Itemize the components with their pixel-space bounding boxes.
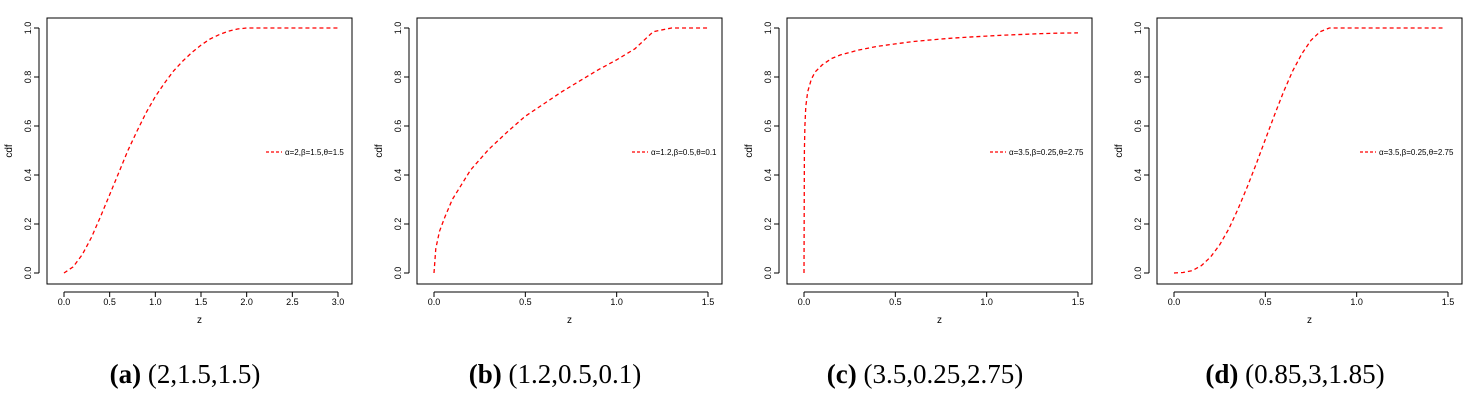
y-tick-label: 0.6: [763, 120, 773, 133]
y-tick-label: 0.2: [1133, 218, 1143, 231]
y-tick-label: 0.2: [763, 218, 773, 231]
y-tick-label: 0.8: [763, 71, 773, 84]
plot-frame: [786, 17, 1093, 285]
x-tick-label: 1.0: [610, 297, 623, 307]
x-tick-label: 1.5: [702, 297, 715, 307]
chart-caption: (a) (2,1.5,1.5): [0, 359, 370, 390]
x-axis-title: z: [567, 315, 572, 326]
x-tick-label: 1.0: [1350, 297, 1363, 307]
y-tick-label: 0.4: [763, 169, 773, 182]
legend-label: α=2,β=1.5,θ=1.5: [285, 148, 344, 157]
y-tick-label: 0.0: [763, 267, 773, 280]
chart-panel-c: 0.0 0.5 1.0 1.5 0.0 0.2 0.4 0.6 0.8 1.0 z cdf α=3.5,…: [740, 0, 1110, 407]
x-tick-label: 3.0: [332, 297, 345, 307]
chart-a-svg: 0.0 0.5 1.0 1.5 2.0 2.5 3.0 0.0 0.2 0.4 0.6 0.8 1.0 z…: [4, 17, 353, 326]
legend-label: α=3.5,β=0.25,θ=2.75: [1009, 148, 1084, 157]
plot-frame: [1156, 17, 1463, 285]
caption-letter: (c): [826, 359, 857, 389]
x-tick-label: 0.5: [103, 297, 116, 307]
chart-panel-b: 0.0 0.5 1.0 1.5 0.0 0.2 0.4 0.6 0.8 1.0 z cdf α=1.2,…: [370, 0, 740, 407]
x-tick-label: 1.5: [1442, 297, 1455, 307]
x-tick-label: 0.0: [428, 297, 441, 307]
caption-params: (2,1.5,1.5): [147, 359, 261, 389]
x-tick-label: 1.5: [1072, 297, 1085, 307]
x-axis-title: z: [197, 315, 202, 326]
chart-caption: (d) (0.85,3,1.85): [1110, 359, 1480, 390]
legend-label: α=3.5,β=0.25,θ=2.75: [1379, 148, 1454, 157]
caption-letter: (d): [1205, 359, 1239, 389]
plot-frame: [46, 17, 353, 285]
y-tick-label: 0.4: [393, 169, 403, 182]
y-tick-label: 0.8: [23, 71, 33, 84]
chart-panel-d: 0.0 0.5 1.0 1.5 0.0 0.2 0.4 0.6 0.8 1.0 z cdf α=3.5,…: [1110, 0, 1480, 407]
cdf-series-line: [433, 27, 708, 274]
caption-params: (1.2,0.5,0.1): [508, 359, 642, 389]
x-axis-title: z: [1307, 315, 1312, 326]
y-tick-label: 0.4: [1133, 169, 1143, 182]
y-tick-label: 0.0: [23, 267, 33, 280]
x-tick-label: 1.0: [980, 297, 993, 307]
caption-params: (0.85,3,1.85): [1245, 359, 1385, 389]
y-tick-label: 1.0: [393, 22, 403, 35]
x-tick-label: 1.5: [195, 297, 208, 307]
y-tick-label: 0.8: [1133, 71, 1143, 84]
caption-letter: (b): [468, 359, 502, 389]
caption-letter: (a): [109, 359, 142, 389]
chart-b-svg: 0.0 0.5 1.0 1.5 0.0 0.2 0.4 0.6 0.8 1.0 z cdf α=1.2,…: [374, 17, 723, 326]
cdf-series-line: [1173, 27, 1443, 274]
y-tick-label: 0.4: [23, 169, 33, 182]
chart-panel-a: 0.0 0.5 1.0 1.5 2.0 2.5 3.0 0.0 0.2 0.4 0.6 0.8 1.0 z…: [0, 0, 370, 407]
x-tick-label: 0.5: [889, 297, 902, 307]
y-tick-label: 0.6: [1133, 120, 1143, 133]
chart-d-svg: 0.0 0.5 1.0 1.5 0.0 0.2 0.4 0.6 0.8 1.0 z cdf α=3.5,…: [1114, 17, 1463, 326]
y-tick-label: 0.0: [1133, 267, 1143, 280]
legend-label: α=1.2,β=0.5,θ=0.1: [651, 148, 717, 157]
x-tick-label: 2.0: [240, 297, 253, 307]
x-tick-label: 0.5: [519, 297, 532, 307]
y-axis-title: cdf: [4, 144, 15, 158]
plot-frame: [416, 17, 723, 285]
y-axis-title: cdf: [744, 144, 755, 158]
cdf-series-line: [803, 32, 1079, 274]
x-tick-label: 0.0: [1168, 297, 1181, 307]
y-tick-label: 0.6: [393, 120, 403, 133]
chart-caption: (b) (1.2,0.5,0.1): [370, 359, 740, 390]
chart-caption: (c) (3.5,0.25,2.75): [740, 359, 1110, 390]
y-tick-label: 1.0: [1133, 22, 1143, 35]
x-tick-label: 0.0: [798, 297, 811, 307]
chart-c-svg: 0.0 0.5 1.0 1.5 0.0 0.2 0.4 0.6 0.8 1.0 z cdf α=3.5,…: [744, 17, 1093, 326]
y-tick-label: 1.0: [23, 22, 33, 35]
cdf-series-line: [63, 27, 338, 274]
y-axis-title: cdf: [1114, 144, 1125, 158]
y-tick-label: 1.0: [763, 22, 773, 35]
y-tick-label: 0.0: [393, 267, 403, 280]
y-tick-label: 0.2: [23, 218, 33, 231]
caption-params: (3.5,0.25,2.75): [863, 359, 1024, 389]
y-tick-label: 0.6: [23, 120, 33, 133]
y-tick-label: 0.2: [393, 218, 403, 231]
x-tick-label: 0.0: [58, 297, 71, 307]
x-axis-title: z: [937, 315, 942, 326]
y-tick-label: 0.8: [393, 71, 403, 84]
x-tick-label: 0.5: [1259, 297, 1272, 307]
x-tick-label: 2.5: [286, 297, 299, 307]
x-tick-label: 1.0: [149, 297, 162, 307]
y-axis-title: cdf: [374, 144, 385, 158]
